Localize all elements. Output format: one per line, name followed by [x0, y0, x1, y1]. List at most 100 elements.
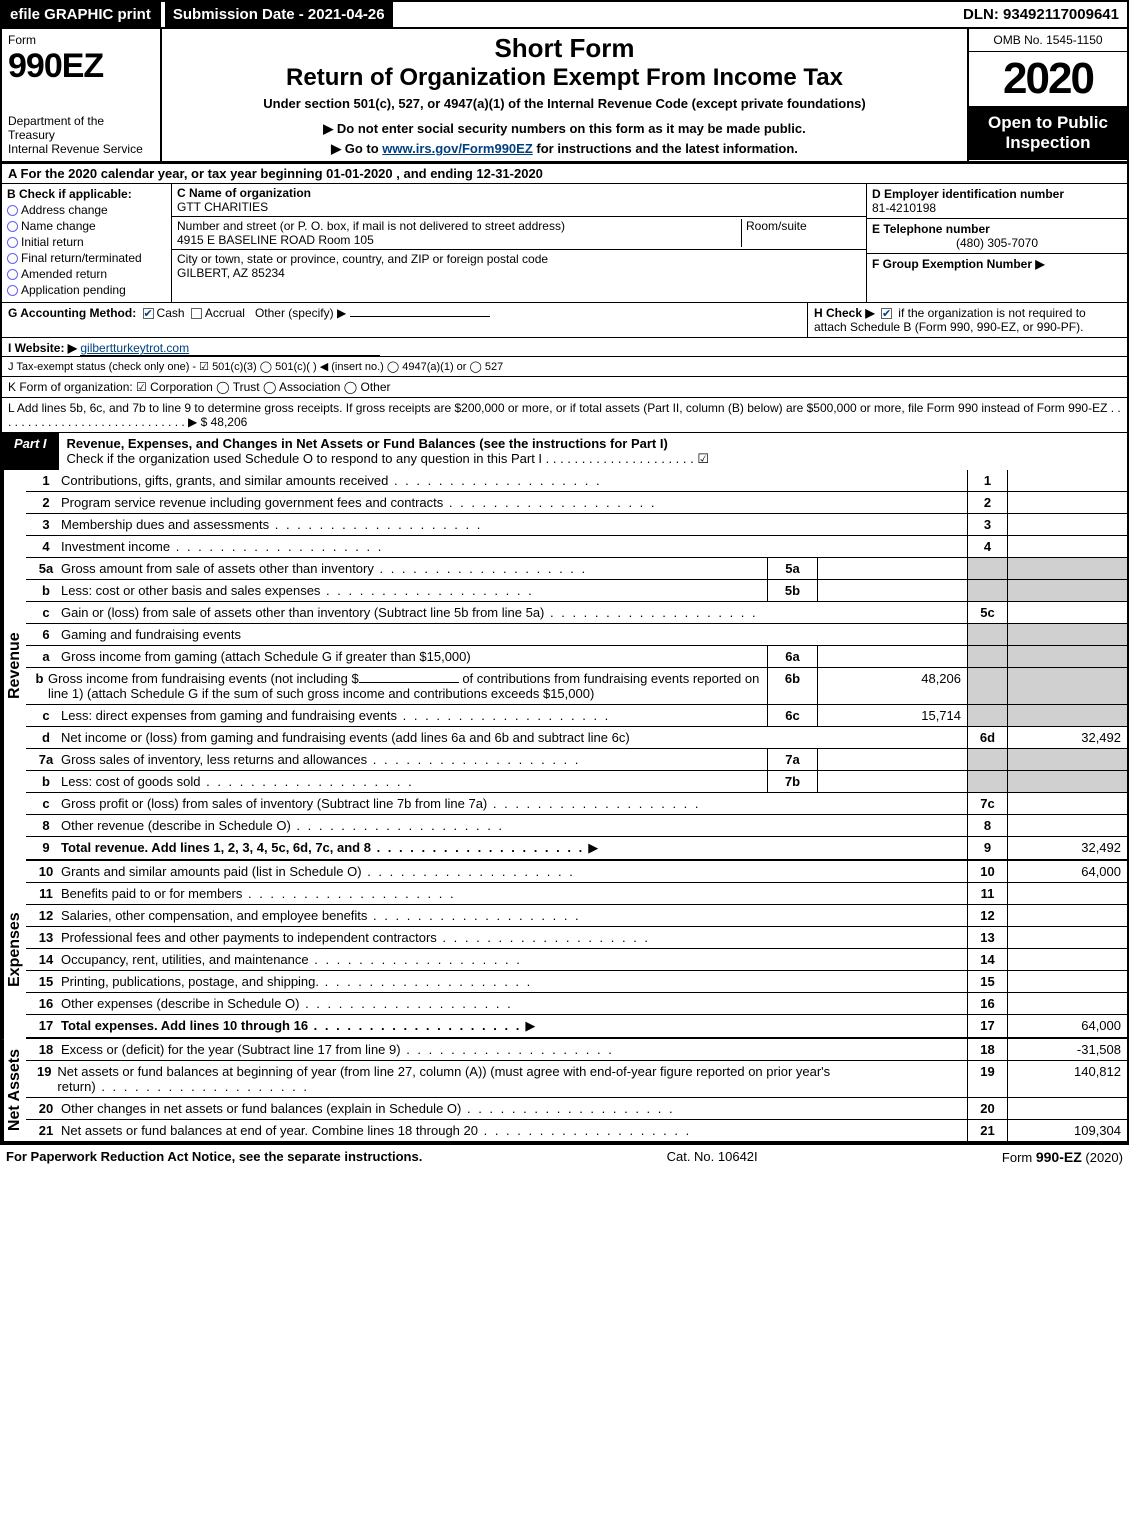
city-label: City or town, state or province, country… [177, 252, 861, 266]
line-8: 8Other revenue (describe in Schedule O)8 [26, 815, 1129, 837]
ln10-value: 64,000 [1007, 861, 1127, 882]
chk-name-change[interactable]: Name change [7, 219, 166, 233]
ln17-num: 17 [31, 1018, 61, 1034]
group-exemption-row: F Group Exemption Number ▶ [867, 254, 1127, 274]
row-i: I Website: ▶ gilbertturkeytrot.com [0, 338, 1129, 357]
chk-final-return[interactable]: Final return/terminated [7, 251, 166, 265]
ln20-rn: 20 [967, 1098, 1007, 1119]
line-6c: cLess: direct expenses from gaming and f… [26, 705, 1129, 727]
ln11-rn: 11 [967, 883, 1007, 904]
ln5c-num: c [31, 605, 61, 620]
ln6-num: 6 [31, 627, 61, 642]
ln6b-blank[interactable] [359, 682, 459, 683]
box-def: D Employer identification number 81-4210… [867, 184, 1127, 302]
ln2-value [1007, 492, 1127, 513]
ln12-num: 12 [31, 908, 61, 923]
ln5a-rv [1007, 558, 1127, 579]
ln4-text: Investment income [61, 539, 383, 554]
ln21-value: 109,304 [1007, 1120, 1127, 1141]
ln5b-rv [1007, 580, 1127, 601]
ln19-value: 140,812 [1007, 1061, 1127, 1097]
ln6a-rn [967, 646, 1007, 667]
h-label: H Check ▶ [814, 306, 875, 320]
ln16-num: 16 [31, 996, 61, 1011]
chk-application-pending[interactable]: Application pending [7, 283, 166, 297]
chk-address-change[interactable]: Address change [7, 203, 166, 217]
line-1: 1Contributions, gifts, grants, and simil… [26, 470, 1129, 492]
ln8-text: Other revenue (describe in Schedule O) [61, 818, 504, 833]
ln16-value [1007, 993, 1127, 1014]
ln18-num: 18 [31, 1042, 61, 1057]
ln1-num: 1 [31, 473, 61, 488]
ln13-value [1007, 927, 1127, 948]
line-19: 19Net assets or fund balances at beginni… [26, 1061, 1129, 1098]
ln4-value [1007, 536, 1127, 557]
under-section: Under section 501(c), 527, or 4947(a)(1)… [168, 96, 961, 111]
form-ref: Form 990-EZ (2020) [1002, 1149, 1123, 1165]
ln8-value [1007, 815, 1127, 836]
org-name-label: C Name of organization [177, 186, 861, 200]
chk-amended-return[interactable]: Amended return [7, 267, 166, 281]
efile-print-button[interactable]: efile GRAPHIC print [2, 2, 161, 27]
ln14-value [1007, 949, 1127, 970]
ln6a-mv [817, 646, 967, 667]
org-name-row: C Name of organization GTT CHARITIES [172, 184, 866, 217]
ln9-arrow-icon: ▶ [588, 840, 598, 856]
ln6d-rn: 6d [967, 727, 1007, 748]
irs-link[interactable]: www.irs.gov/Form990EZ [382, 141, 533, 156]
catalog-number: Cat. No. 10642I [667, 1149, 758, 1165]
ln17-rn: 17 [967, 1015, 1007, 1037]
other-specify-input[interactable] [350, 316, 490, 317]
line-5c: cGain or (loss) from sale of assets othe… [26, 602, 1129, 624]
ln9-num: 9 [31, 840, 61, 856]
row-l-text: L Add lines 5b, 6c, and 7b to line 9 to … [8, 401, 1121, 429]
irs-label: Internal Revenue Service [8, 142, 154, 156]
line-7b: bLess: cost of goods sold7b [26, 771, 1129, 793]
ln6c-rn [967, 705, 1007, 726]
ln6a-text: Gross income from gaming (attach Schedul… [61, 649, 471, 664]
ln5b-mv [817, 580, 967, 601]
line-10: 10Grants and similar amounts paid (list … [26, 861, 1129, 883]
ln21-rn: 21 [967, 1120, 1007, 1141]
ln16-rn: 16 [967, 993, 1007, 1014]
short-form-title: Short Form [168, 33, 961, 64]
website-link[interactable]: gilbertturkeytrot.com [80, 341, 380, 356]
ln8-rn: 8 [967, 815, 1007, 836]
chk-cash[interactable] [143, 308, 154, 319]
chk-amended-label: Amended return [21, 267, 107, 281]
chk-accrual[interactable] [191, 308, 202, 319]
chk-final-label: Final return/terminated [21, 251, 142, 265]
expenses-section: Expenses 10Grants and similar amounts pa… [0, 861, 1129, 1039]
accounting-method: G Accounting Method: Cash Accrual Other … [2, 303, 807, 337]
revenue-rotated-label: Revenue [2, 470, 26, 861]
ln7b-mv [817, 771, 967, 792]
ln14-rn: 14 [967, 949, 1007, 970]
line-12: 12Salaries, other compensation, and empl… [26, 905, 1129, 927]
top-spacer [397, 2, 955, 27]
ln6d-value: 32,492 [1007, 727, 1127, 748]
ln6a-rv [1007, 646, 1127, 667]
chk-pending-label: Application pending [21, 283, 126, 297]
box-b: B Check if applicable: Address change Na… [2, 184, 172, 302]
ln3-text: Membership dues and assessments [61, 517, 482, 532]
ln19-text: Net assets or fund balances at beginning… [57, 1064, 962, 1094]
ln5b-num: b [31, 583, 61, 598]
ln7a-rv [1007, 749, 1127, 770]
ln16-text: Other expenses (describe in Schedule O) [61, 996, 513, 1011]
ln15-rn: 15 [967, 971, 1007, 992]
ln10-num: 10 [31, 864, 61, 879]
box-b-title: B Check if applicable: [7, 187, 166, 201]
header-right: OMB No. 1545-1150 2020 Open to Public In… [967, 29, 1127, 161]
ln7a-num: 7a [31, 752, 61, 767]
ln6a-num: a [31, 649, 61, 664]
chk-schedule-b[interactable] [881, 308, 892, 319]
chk-initial-return[interactable]: Initial return [7, 235, 166, 249]
line-15: 15Printing, publications, postage, and s… [26, 971, 1129, 993]
ln6a-mn: 6a [767, 646, 817, 667]
ln5a-mv [817, 558, 967, 579]
ln14-text: Occupancy, rent, utilities, and maintena… [61, 952, 522, 967]
city-row: City or town, state or province, country… [172, 250, 866, 282]
ein-value: 81-4210198 [872, 201, 1122, 215]
ln5a-text: Gross amount from sale of assets other t… [61, 561, 587, 576]
line-2: 2Program service revenue including gover… [26, 492, 1129, 514]
